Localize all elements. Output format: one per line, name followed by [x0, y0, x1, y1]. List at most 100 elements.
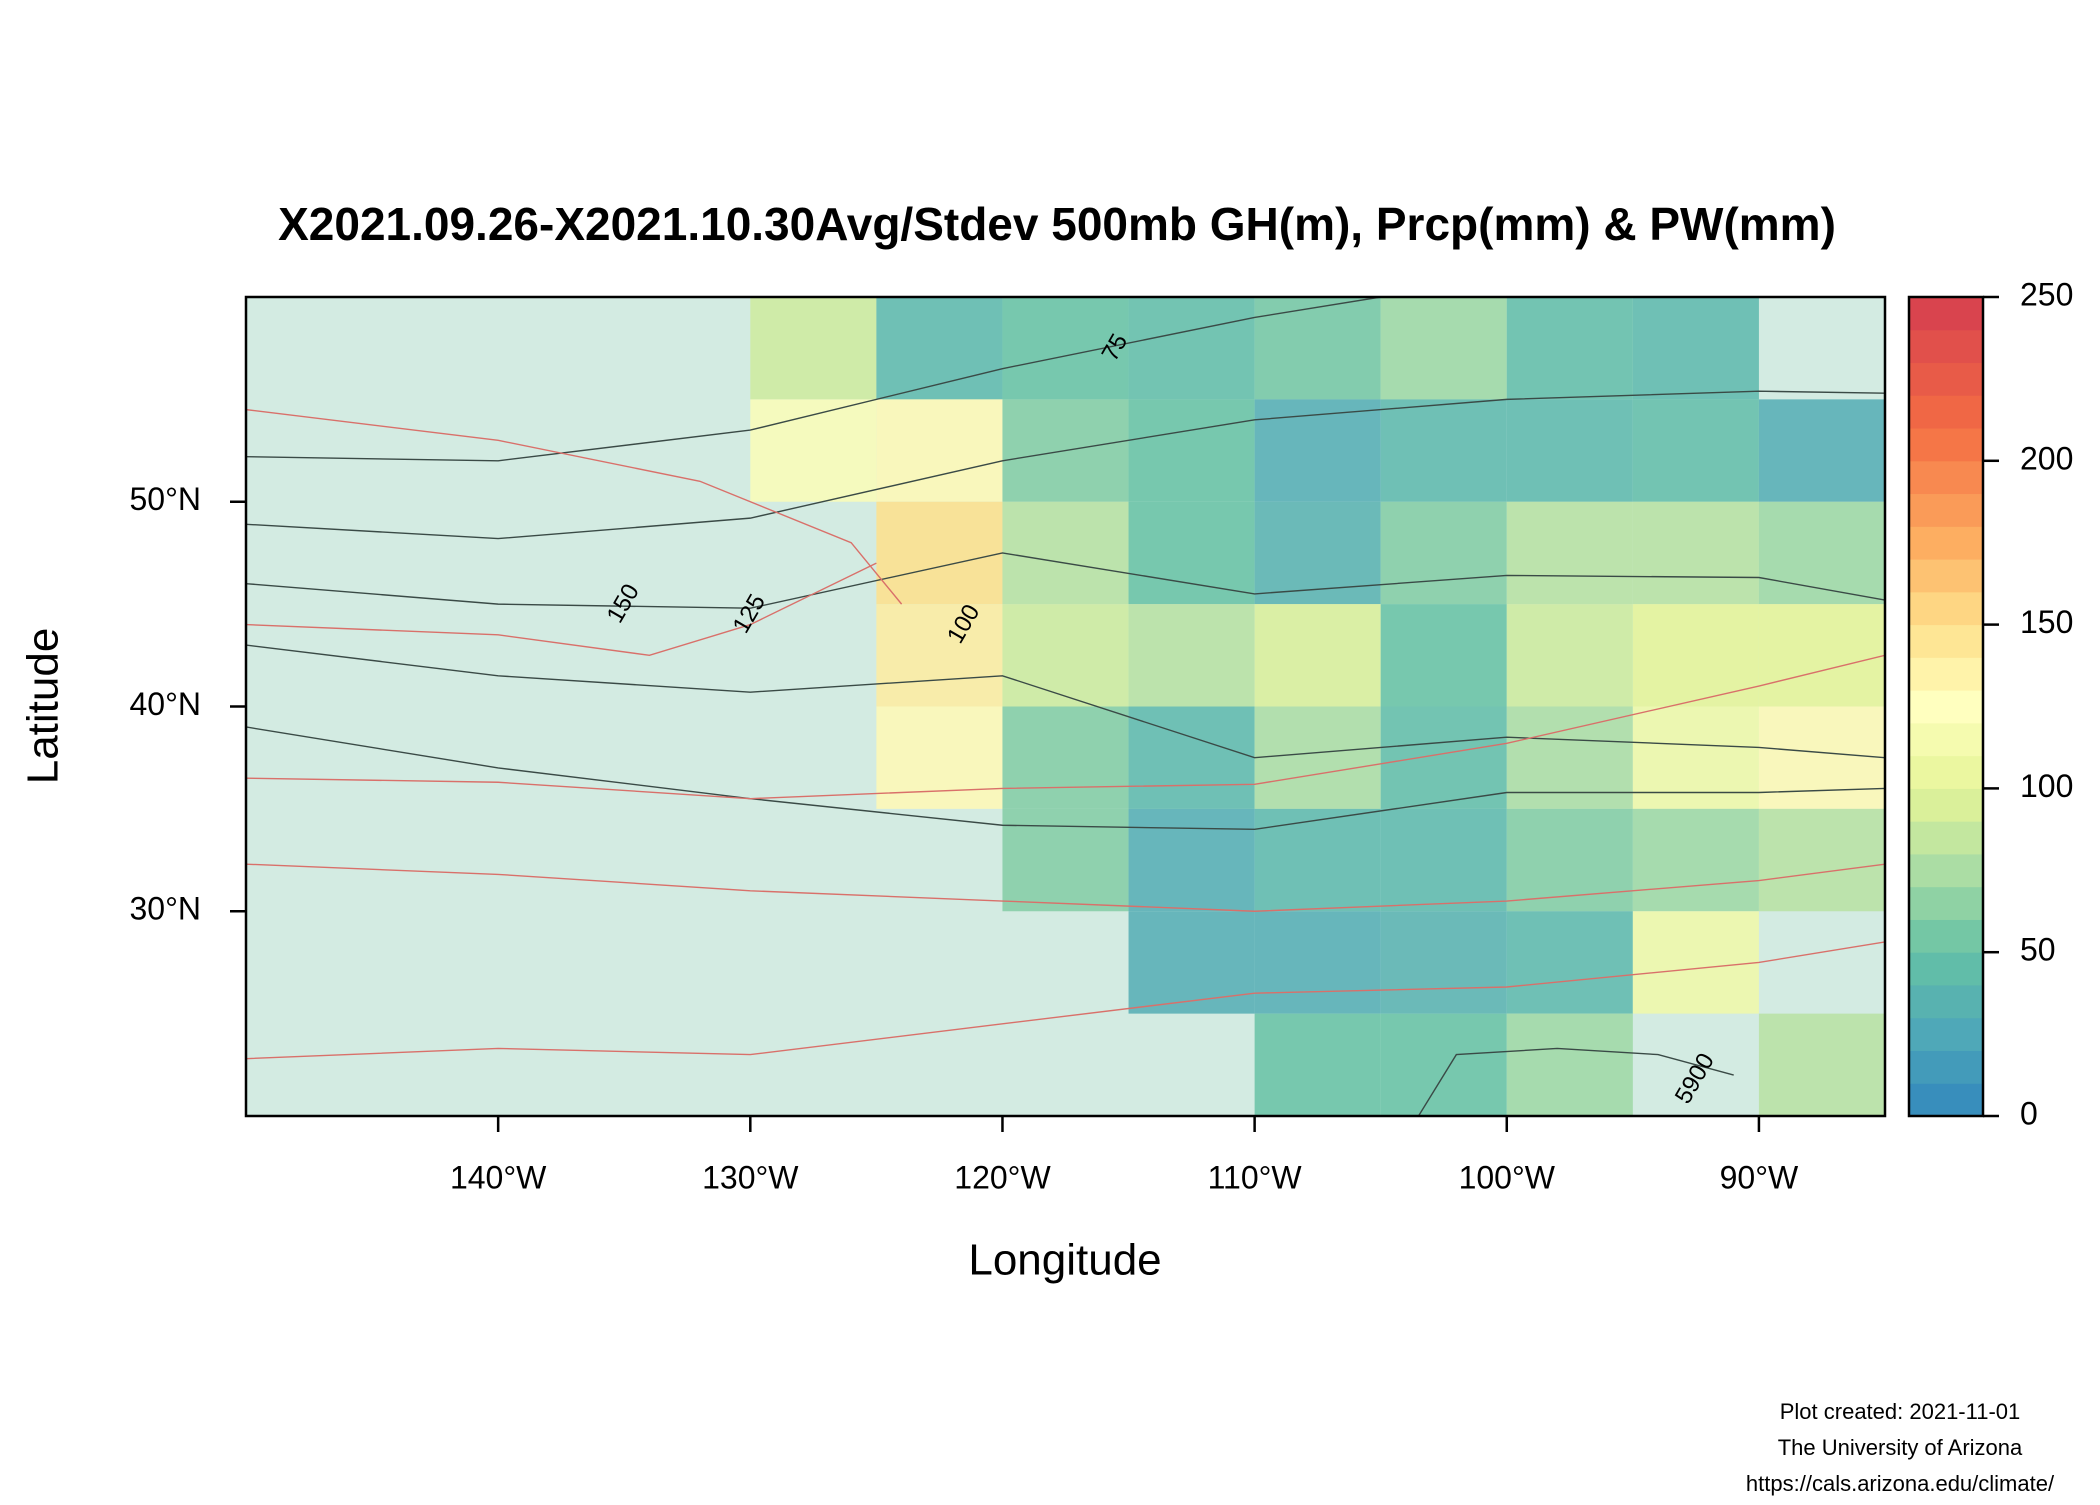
- cell: [1632, 808, 1759, 912]
- cell: [1254, 706, 1381, 809]
- cell: [876, 297, 1003, 400]
- colorbar-band: [1909, 329, 1983, 364]
- cell: [1506, 911, 1633, 1014]
- contour-line: [246, 552, 1885, 609]
- cell: [1002, 501, 1129, 605]
- colorbar-band: [1909, 886, 1983, 920]
- cell: [1632, 297, 1759, 400]
- x-tick-label: 110°W: [1208, 1159, 1303, 1195]
- colorbar-tick-label: 150: [2020, 604, 2073, 640]
- cell: [1380, 501, 1507, 605]
- y-axis-title: Latitude: [19, 628, 68, 785]
- cell: [1128, 604, 1255, 707]
- cell: [750, 297, 877, 400]
- cell: [1380, 808, 1507, 912]
- colorbar-tick-label: 200: [2020, 440, 2073, 476]
- footer-text: https://cals.arizona.edu/climate/: [1746, 1471, 2055, 1496]
- cell: [876, 604, 1003, 707]
- colorbar-band: [1909, 460, 1983, 495]
- cell: [1506, 501, 1633, 605]
- cell: [1380, 706, 1507, 809]
- y-tick-label: 30°N: [130, 891, 202, 927]
- cell: [1506, 808, 1633, 912]
- colorbar-band: [1909, 853, 1983, 888]
- footer-text: The University of Arizona: [1778, 1435, 2023, 1460]
- cell: [1506, 706, 1633, 809]
- colorbar-band: [1909, 591, 1983, 626]
- colorbar-frame: [1907, 295, 1985, 1118]
- footer-text: Plot created: 2021-11-01: [1780, 1399, 2021, 1424]
- contour-line: [246, 390, 1885, 540]
- cell: [1128, 911, 1255, 1014]
- y-tick-label: 40°N: [130, 686, 202, 722]
- colorbar-band: [1909, 493, 1983, 527]
- cell: [1128, 399, 1255, 502]
- x-tick-label: 120°W: [954, 1159, 1051, 1195]
- cell: [1758, 399, 1885, 502]
- colorbar-band: [1909, 788, 1983, 822]
- cell: [1632, 706, 1759, 809]
- cell: [1758, 808, 1885, 912]
- cell: [1254, 1013, 1381, 1116]
- colorbar-band: [1909, 1017, 1983, 1051]
- colorbar-band: [1909, 395, 1983, 429]
- cell: [1254, 808, 1381, 912]
- colorbar-band: [1909, 755, 1983, 789]
- contour-line: [246, 297, 1381, 462]
- cell: [1380, 1013, 1507, 1116]
- colorbar-band: [1909, 428, 1983, 462]
- cell: [876, 706, 1003, 809]
- cell: [1506, 1013, 1633, 1116]
- cell: [1632, 501, 1759, 605]
- contour-line: [246, 644, 1885, 759]
- colorbar-band: [1909, 1083, 1983, 1117]
- colorbar-band: [1909, 624, 1983, 658]
- contour-line: [1417, 1047, 1734, 1116]
- cell: [1128, 297, 1255, 400]
- chart-title: X2021.09.26-X2021.10.30Avg/Stdev 500mb G…: [278, 198, 1836, 250]
- cell: [1632, 911, 1759, 1014]
- cell: [1254, 501, 1381, 605]
- colorbar-band: [1909, 559, 1983, 593]
- contour-line: [246, 941, 1885, 1060]
- cell: [1254, 604, 1381, 707]
- contour-line: [246, 654, 1885, 800]
- cell: [1002, 297, 1129, 400]
- contour-line: [246, 562, 877, 657]
- cell: [1128, 706, 1255, 809]
- cell: [1002, 604, 1129, 707]
- colorbar-band: [1909, 297, 1983, 331]
- colorbar-band: [1909, 952, 1983, 986]
- colorbar-band: [1909, 362, 1983, 396]
- cell: [1380, 604, 1507, 707]
- cell: [1380, 911, 1507, 1014]
- cell: [1758, 501, 1885, 605]
- x-tick-label: 130°W: [702, 1159, 799, 1195]
- cell: [1506, 399, 1633, 502]
- colorbar-band: [1909, 984, 1983, 1019]
- colorbar-band: [1909, 690, 1983, 724]
- cell: [750, 399, 877, 502]
- colorbar-band: [1909, 722, 1983, 757]
- cell: [1758, 706, 1885, 809]
- cell: [1128, 808, 1255, 912]
- cell: [1002, 808, 1129, 912]
- colorbar-tick-label: 100: [2020, 768, 2073, 804]
- colorbar-band: [1909, 526, 1983, 560]
- x-tick-label: 100°W: [1459, 1159, 1556, 1195]
- y-tick-label: 50°N: [130, 481, 202, 517]
- contour-line: [246, 863, 1885, 912]
- cell: [1380, 399, 1507, 502]
- cell: [1380, 297, 1507, 400]
- colorbar-tick-label: 250: [2020, 276, 2073, 312]
- contour-line: [246, 408, 903, 605]
- cell: [1128, 501, 1255, 605]
- cell: [1506, 297, 1633, 400]
- colorbar-tick-label: 0: [2020, 1095, 2038, 1131]
- cell: [1506, 604, 1633, 707]
- x-tick-label: 140°W: [450, 1159, 547, 1195]
- colorbar-band: [1909, 657, 1983, 691]
- cell: [876, 399, 1003, 502]
